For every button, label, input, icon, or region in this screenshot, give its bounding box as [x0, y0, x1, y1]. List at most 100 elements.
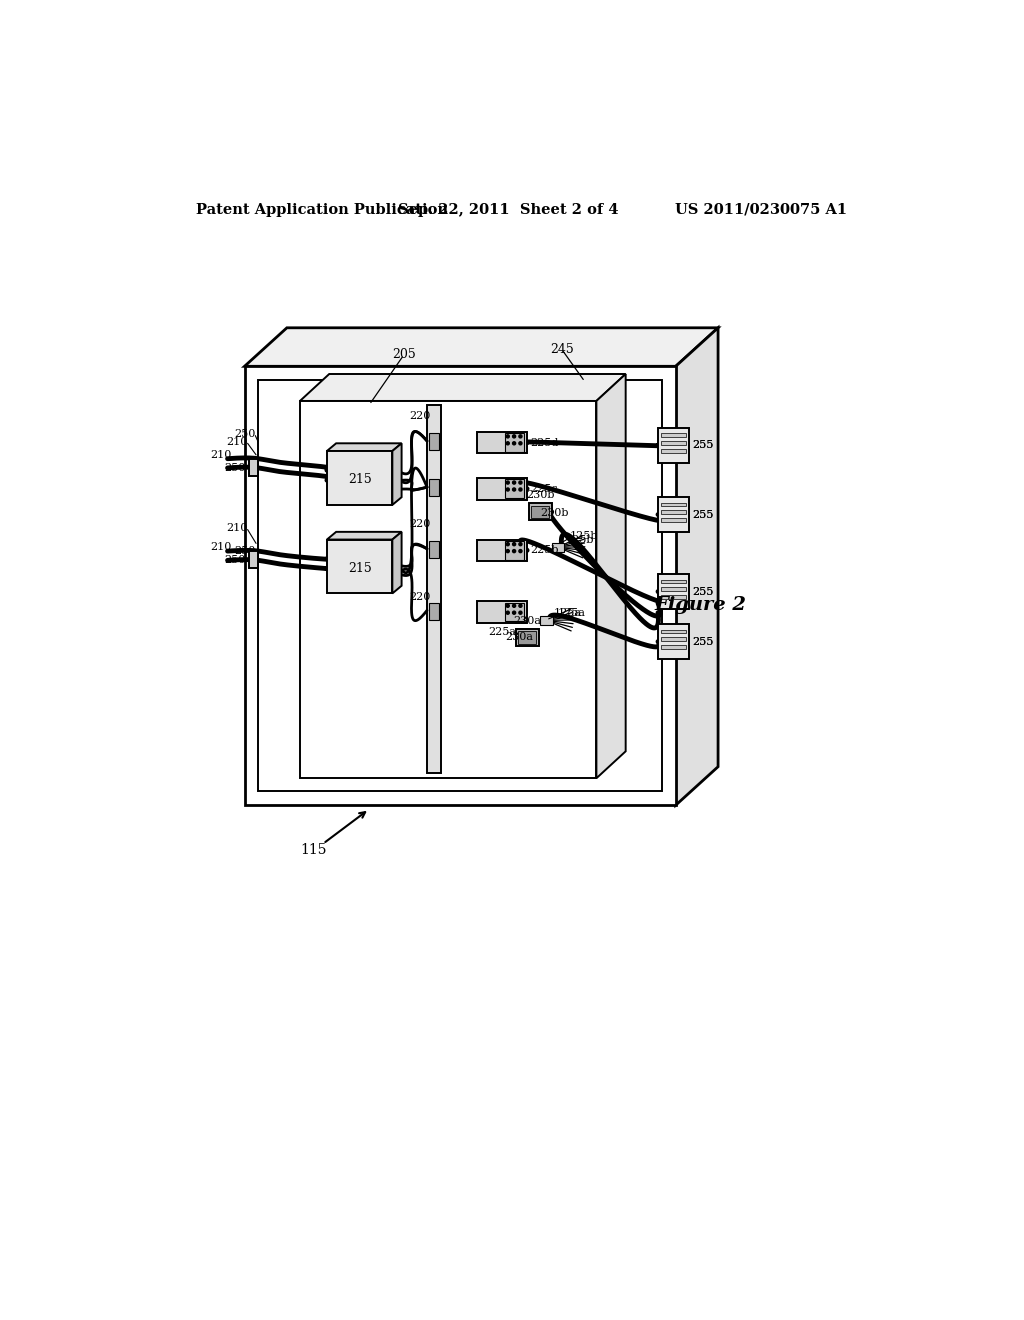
Circle shape — [513, 434, 516, 438]
Circle shape — [513, 611, 516, 614]
Bar — [662, 511, 686, 513]
Circle shape — [513, 488, 516, 491]
Bar — [658, 624, 689, 659]
Bar — [429, 479, 439, 496]
Bar — [327, 540, 392, 594]
Bar — [515, 628, 539, 645]
Circle shape — [519, 605, 522, 607]
Text: 230a: 230a — [506, 631, 534, 642]
Text: 210: 210 — [210, 450, 231, 459]
Bar — [518, 631, 537, 644]
Text: 230b: 230b — [540, 508, 568, 519]
Text: 220: 220 — [410, 593, 431, 602]
Text: 255: 255 — [692, 510, 714, 520]
Bar — [662, 449, 686, 453]
Bar — [327, 451, 392, 504]
Text: 215: 215 — [348, 473, 372, 486]
Text: 250: 250 — [224, 463, 246, 473]
Bar — [477, 478, 527, 499]
Text: 250: 250 — [233, 429, 255, 440]
Bar — [658, 574, 689, 609]
Circle shape — [519, 442, 522, 445]
Text: 210: 210 — [226, 523, 248, 533]
Polygon shape — [300, 374, 626, 401]
Bar — [658, 498, 689, 532]
Text: 210: 210 — [210, 543, 231, 552]
Bar — [528, 503, 552, 520]
Text: 255: 255 — [692, 441, 714, 450]
Bar — [531, 506, 550, 517]
Bar — [505, 541, 523, 560]
Bar — [245, 367, 676, 805]
Bar — [477, 432, 527, 453]
Circle shape — [519, 488, 522, 491]
Bar — [658, 428, 689, 462]
Text: 125a: 125a — [558, 607, 586, 618]
Text: 115: 115 — [301, 843, 327, 857]
Bar — [249, 459, 258, 475]
Circle shape — [506, 605, 509, 607]
Text: 255: 255 — [692, 586, 714, 597]
Polygon shape — [596, 374, 626, 779]
Bar — [258, 380, 662, 792]
Bar — [662, 638, 686, 642]
Bar — [505, 479, 523, 498]
Circle shape — [506, 488, 509, 491]
Bar — [552, 543, 564, 552]
Text: 125a: 125a — [554, 607, 582, 618]
Polygon shape — [392, 444, 401, 506]
Bar — [662, 441, 686, 445]
Bar — [662, 645, 686, 649]
Text: 205: 205 — [392, 348, 416, 362]
Circle shape — [506, 611, 509, 614]
Bar — [249, 552, 258, 568]
Text: 230a: 230a — [513, 616, 541, 626]
Bar — [427, 405, 441, 774]
Bar — [477, 540, 527, 561]
Circle shape — [506, 434, 509, 438]
Polygon shape — [676, 327, 718, 805]
Text: 220: 220 — [410, 412, 431, 421]
Bar — [541, 615, 553, 626]
Bar — [662, 433, 686, 437]
Bar — [662, 579, 686, 583]
Text: 220: 220 — [410, 519, 431, 529]
Bar — [477, 601, 527, 623]
Polygon shape — [245, 327, 718, 367]
Text: 125b: 125b — [569, 531, 598, 541]
Text: 250: 250 — [224, 556, 246, 565]
Text: 210: 210 — [226, 437, 248, 446]
Text: Figure 2: Figure 2 — [654, 597, 746, 614]
Circle shape — [506, 549, 509, 553]
Bar — [662, 630, 686, 634]
Bar — [505, 433, 523, 451]
Text: 250: 250 — [233, 546, 255, 556]
Text: 255: 255 — [692, 586, 714, 597]
Text: 230b: 230b — [526, 490, 554, 500]
Circle shape — [506, 543, 509, 545]
Circle shape — [519, 611, 522, 614]
Circle shape — [506, 442, 509, 445]
Bar — [662, 503, 686, 507]
Text: 255: 255 — [692, 636, 714, 647]
Text: Sep. 22, 2011  Sheet 2 of 4: Sep. 22, 2011 Sheet 2 of 4 — [397, 203, 618, 216]
Text: 255: 255 — [692, 441, 714, 450]
Text: 255: 255 — [692, 636, 714, 647]
Text: 225b: 225b — [530, 545, 559, 556]
Circle shape — [506, 480, 509, 484]
Circle shape — [513, 442, 516, 445]
Bar — [662, 517, 686, 521]
Bar — [505, 603, 523, 622]
Polygon shape — [392, 532, 401, 594]
Text: Patent Application Publication: Patent Application Publication — [196, 203, 449, 216]
Bar — [300, 401, 596, 779]
Text: 225d: 225d — [530, 437, 558, 447]
Circle shape — [519, 543, 522, 545]
Polygon shape — [327, 532, 401, 540]
Bar — [429, 541, 439, 558]
Bar — [429, 433, 439, 450]
Circle shape — [513, 549, 516, 553]
Circle shape — [519, 434, 522, 438]
Circle shape — [519, 549, 522, 553]
Text: 125b: 125b — [565, 535, 594, 545]
